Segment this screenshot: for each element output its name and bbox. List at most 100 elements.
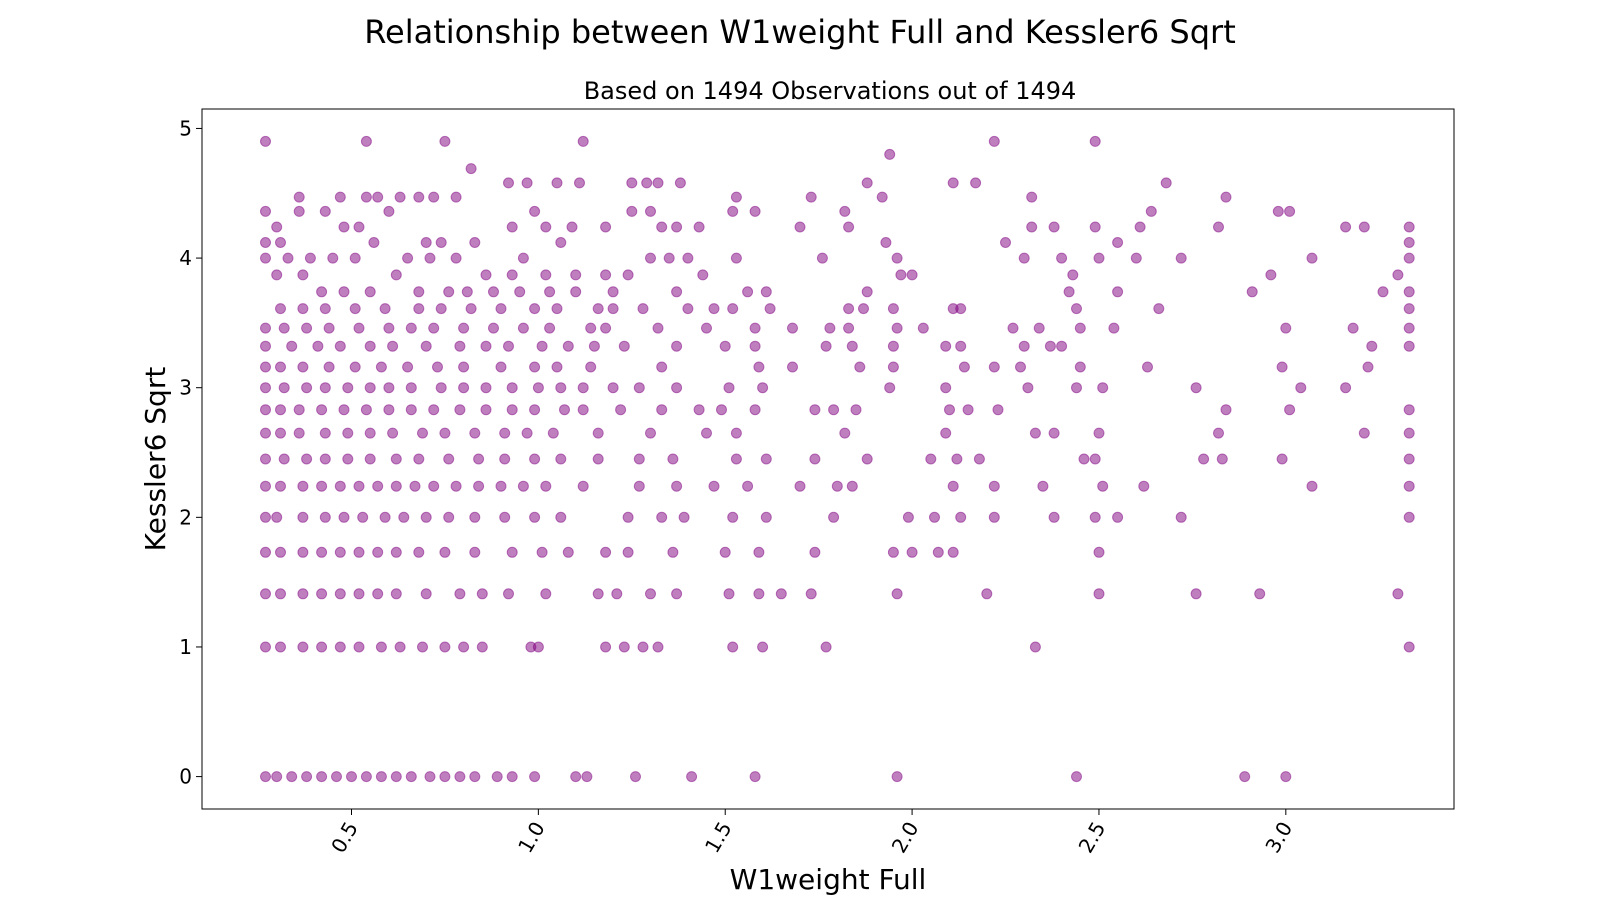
- data-point: [1048, 427, 1060, 439]
- data-point: [843, 322, 855, 334]
- data-point: [260, 427, 271, 439]
- data-point: [316, 546, 328, 558]
- data-point: [955, 303, 967, 315]
- data-point: [1097, 480, 1109, 492]
- data-point: [1403, 340, 1415, 352]
- data-point: [424, 771, 436, 783]
- data-point: [947, 177, 959, 189]
- data-point: [940, 382, 952, 394]
- data-point: [495, 303, 507, 315]
- data-point: [271, 221, 283, 233]
- data-point: [506, 269, 518, 281]
- data-point: [372, 480, 384, 492]
- data-point: [809, 453, 821, 465]
- data-point: [297, 588, 309, 600]
- data-point: [682, 252, 694, 264]
- data-point: [420, 588, 432, 600]
- data-point: [555, 237, 567, 248]
- data-point: [480, 269, 492, 281]
- data-point: [645, 427, 656, 439]
- data-point: [1048, 221, 1060, 233]
- data-point: [428, 191, 440, 203]
- data-point: [787, 361, 798, 373]
- data-point: [1074, 361, 1086, 373]
- data-point: [626, 205, 638, 217]
- data-point: [749, 205, 761, 217]
- data-point: [424, 252, 436, 264]
- data-point: [1392, 588, 1404, 600]
- data-point: [517, 480, 529, 492]
- data-point: [301, 771, 313, 783]
- data-point: [387, 427, 399, 439]
- data-point: [275, 641, 286, 653]
- data-point: [503, 588, 514, 600]
- x-axis-label: W1weight Full: [730, 863, 927, 896]
- data-point: [458, 382, 470, 394]
- data-point: [499, 453, 511, 465]
- data-point: [439, 135, 451, 147]
- data-point: [405, 404, 417, 416]
- data-point: [301, 322, 313, 334]
- data-point: [439, 641, 451, 653]
- data-point: [383, 404, 395, 416]
- data-point: [805, 588, 817, 600]
- data-point: [562, 546, 574, 558]
- data-point: [1358, 427, 1370, 439]
- data-point: [1403, 427, 1415, 439]
- data-point: [297, 480, 309, 492]
- data-point: [1112, 511, 1124, 523]
- data-point: [331, 771, 342, 783]
- data-point: [697, 269, 709, 281]
- data-point: [592, 588, 604, 600]
- data-point: [671, 286, 683, 298]
- data-point: [749, 340, 761, 352]
- data-point: [353, 641, 365, 653]
- data-point: [861, 177, 873, 189]
- data-point: [1276, 361, 1288, 373]
- data-point: [1153, 303, 1165, 315]
- data-point: [846, 340, 858, 352]
- data-point: [260, 588, 271, 600]
- data-point: [480, 382, 492, 394]
- data-point: [693, 221, 705, 233]
- data-point: [360, 404, 372, 416]
- data-point: [615, 404, 627, 416]
- data-point: [1358, 221, 1370, 233]
- data-point: [962, 404, 974, 416]
- data-point: [540, 588, 552, 600]
- data-point: [708, 480, 720, 492]
- data-point: [390, 453, 402, 465]
- data-point: [574, 177, 585, 189]
- data-point: [540, 480, 552, 492]
- data-point: [667, 453, 679, 465]
- data-point: [394, 191, 406, 203]
- data-point: [360, 191, 372, 203]
- data-point: [271, 771, 283, 783]
- data-point: [443, 453, 455, 465]
- data-point: [1362, 361, 1374, 373]
- data-point: [645, 252, 656, 264]
- data-point: [420, 340, 432, 352]
- data-point: [1265, 269, 1277, 281]
- data-point: [304, 252, 316, 264]
- data-point: [275, 303, 286, 315]
- data-point: [301, 453, 313, 465]
- data-point: [312, 340, 324, 352]
- data-point: [891, 252, 903, 264]
- data-point: [349, 361, 361, 373]
- plot-frame: [201, 108, 1455, 810]
- data-point: [461, 286, 473, 298]
- y-tick-label: 5: [179, 116, 192, 140]
- data-point: [1340, 221, 1352, 233]
- data-point: [334, 340, 346, 352]
- data-point: [723, 382, 735, 394]
- data-point: [701, 427, 712, 439]
- data-point: [820, 340, 832, 352]
- data-point: [988, 480, 1000, 492]
- data-point: [428, 322, 440, 334]
- data-point: [297, 641, 309, 653]
- data-point: [293, 191, 305, 203]
- data-point: [891, 588, 903, 600]
- data-point: [495, 480, 507, 492]
- data-point: [592, 303, 604, 315]
